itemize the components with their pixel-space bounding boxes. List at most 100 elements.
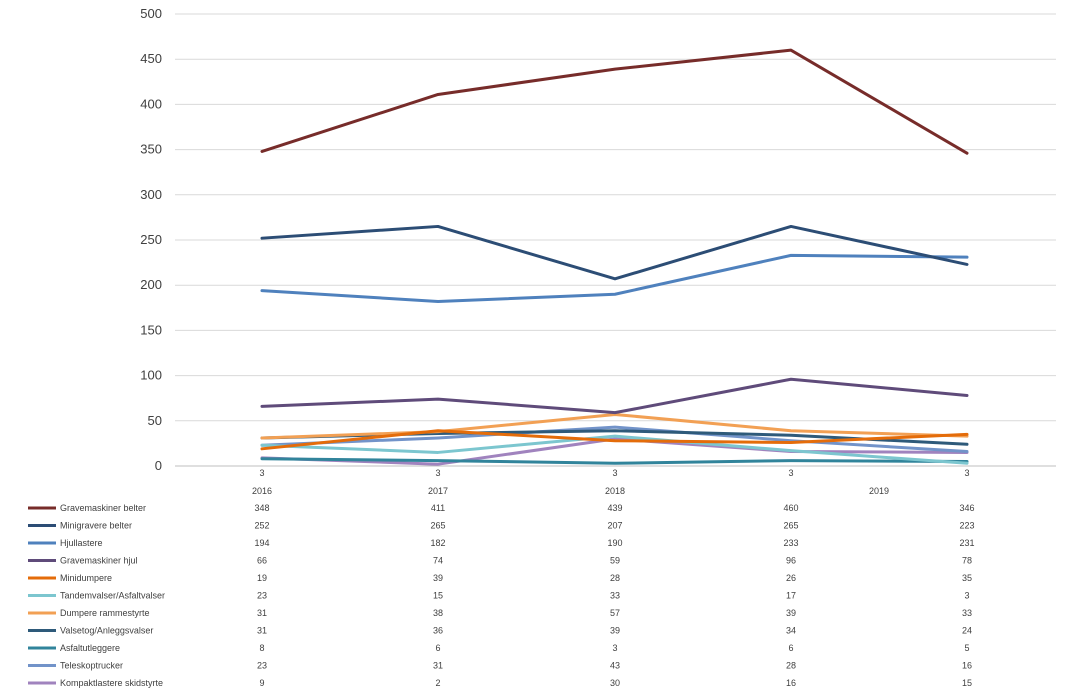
y-tick-label: 250 xyxy=(140,232,162,247)
data-table-value: 15 xyxy=(962,678,972,688)
data-table-value: 23 xyxy=(257,661,267,671)
data-table-value: 6 xyxy=(788,643,793,653)
series-line xyxy=(260,48,969,155)
data-table-value: 348 xyxy=(254,503,269,513)
data-table-value: 39 xyxy=(433,573,443,583)
x-group-label: 2017 xyxy=(428,486,448,496)
data-table-value: 24 xyxy=(962,626,972,636)
data-table-value: 31 xyxy=(257,626,267,636)
data-table-value: 5 xyxy=(964,643,969,653)
data-table-value: 28 xyxy=(610,573,620,583)
series-name: Teleskoptrucker xyxy=(60,661,123,671)
data-table-value: 26 xyxy=(786,573,796,583)
series-line xyxy=(260,253,969,303)
data-table-value: 231 xyxy=(959,538,974,548)
series-name: Gravemaskiner belter xyxy=(60,503,146,513)
series-line xyxy=(260,437,969,466)
y-tick-label: 200 xyxy=(140,277,162,292)
data-table-value: 19 xyxy=(257,573,267,583)
data-table-value: 30 xyxy=(610,678,620,688)
data-table-value: 43 xyxy=(610,661,620,671)
series-line xyxy=(260,434,969,465)
data-table-value: 78 xyxy=(962,556,972,566)
y-tick-label: 150 xyxy=(140,322,162,337)
series-line xyxy=(260,429,969,451)
data-table-value: 207 xyxy=(607,521,622,531)
y-tick-label: 400 xyxy=(140,96,162,111)
series-name: Minidumpere xyxy=(60,573,112,583)
data-table: Gravemaskiner belter 348 411 439 460 346Minig… xyxy=(28,503,975,688)
data-table-value: 252 xyxy=(254,521,269,531)
data-table-value: 36 xyxy=(433,626,443,636)
series-line xyxy=(260,412,969,440)
data-table-value: 39 xyxy=(786,608,796,618)
data-table-value: 31 xyxy=(433,661,443,671)
gridlines xyxy=(175,13,1056,467)
data-table-value: 23 xyxy=(257,591,267,601)
y-tick-label: 0 xyxy=(155,458,162,473)
data-table-value: 194 xyxy=(254,538,269,548)
data-table-value: 59 xyxy=(610,556,620,566)
data-table-value: 96 xyxy=(786,556,796,566)
data-table-value: 16 xyxy=(786,678,796,688)
series-name: Hjullastere xyxy=(60,538,103,548)
y-axis-tick-labels: 0 50 100 150 200 250 300 350 400 450 500 xyxy=(140,6,162,473)
series-name: Kompaktlastere skidstyrte xyxy=(60,678,163,688)
series-name: Asfaltutleggere xyxy=(60,643,120,653)
data-table-value: 35 xyxy=(962,573,972,583)
y-tick-label: 500 xyxy=(140,6,162,21)
data-table-value: 66 xyxy=(257,556,267,566)
data-table-value: 3 xyxy=(964,591,969,601)
data-table-value: 233 xyxy=(783,538,798,548)
data-table-value: 439 xyxy=(607,503,622,513)
y-tick-label: 450 xyxy=(140,51,162,66)
series-line xyxy=(260,377,969,415)
data-table-value: 34 xyxy=(786,626,796,636)
data-table-value: 346 xyxy=(959,503,974,513)
x-tick-label: 3 xyxy=(964,468,969,478)
x-tick-label: 3 xyxy=(612,468,617,478)
data-table-value: 38 xyxy=(433,608,443,618)
x-axis-category-labels: 3 3 3 3 3 2016 2017 2018 2019 xyxy=(252,468,970,496)
data-table-value: 6 xyxy=(435,643,440,653)
x-group-label: 2019 xyxy=(869,486,889,496)
data-table-value: 182 xyxy=(430,538,445,548)
series-line xyxy=(260,425,969,454)
data-table-value: 57 xyxy=(610,608,620,618)
series-lines xyxy=(260,48,969,466)
series-name: Valsetog/Anleggsvalser xyxy=(60,626,153,636)
y-tick-label: 350 xyxy=(140,142,162,157)
x-tick-label: 3 xyxy=(788,468,793,478)
data-table-value: 460 xyxy=(783,503,798,513)
series-name: Dumpere rammestyrte xyxy=(60,608,150,618)
data-table-value: 33 xyxy=(962,608,972,618)
data-table-value: 16 xyxy=(962,661,972,671)
x-group-label: 2016 xyxy=(252,486,272,496)
data-table-value: 33 xyxy=(610,591,620,601)
data-table-value: 8 xyxy=(259,643,264,653)
y-tick-label: 100 xyxy=(140,368,162,383)
data-table-value: 9 xyxy=(259,678,264,688)
series-line xyxy=(260,224,969,281)
data-table-value: 15 xyxy=(433,591,443,601)
data-table-value: 74 xyxy=(433,556,443,566)
data-table-value: 411 xyxy=(431,503,445,513)
data-table-value: 31 xyxy=(257,608,267,618)
series-name: Tandemvalser/Asfaltvalser xyxy=(60,591,165,601)
data-table-value: 265 xyxy=(783,521,798,531)
series-name: Minigravere belter xyxy=(60,521,132,531)
data-table-value: 190 xyxy=(607,538,622,548)
data-table-value: 39 xyxy=(610,626,620,636)
x-tick-label: 3 xyxy=(435,468,440,478)
data-table-value: 17 xyxy=(786,591,796,601)
x-tick-label: 3 xyxy=(259,468,264,478)
x-group-label: 2018 xyxy=(605,486,625,496)
y-tick-label: 50 xyxy=(148,413,162,428)
series-line xyxy=(260,457,969,465)
data-table-value: 223 xyxy=(959,521,974,531)
data-table-value: 2 xyxy=(435,678,440,688)
data-table-value: 28 xyxy=(786,661,796,671)
data-table-value: 265 xyxy=(430,521,445,531)
series-name: Gravemaskiner hjul xyxy=(60,556,138,566)
